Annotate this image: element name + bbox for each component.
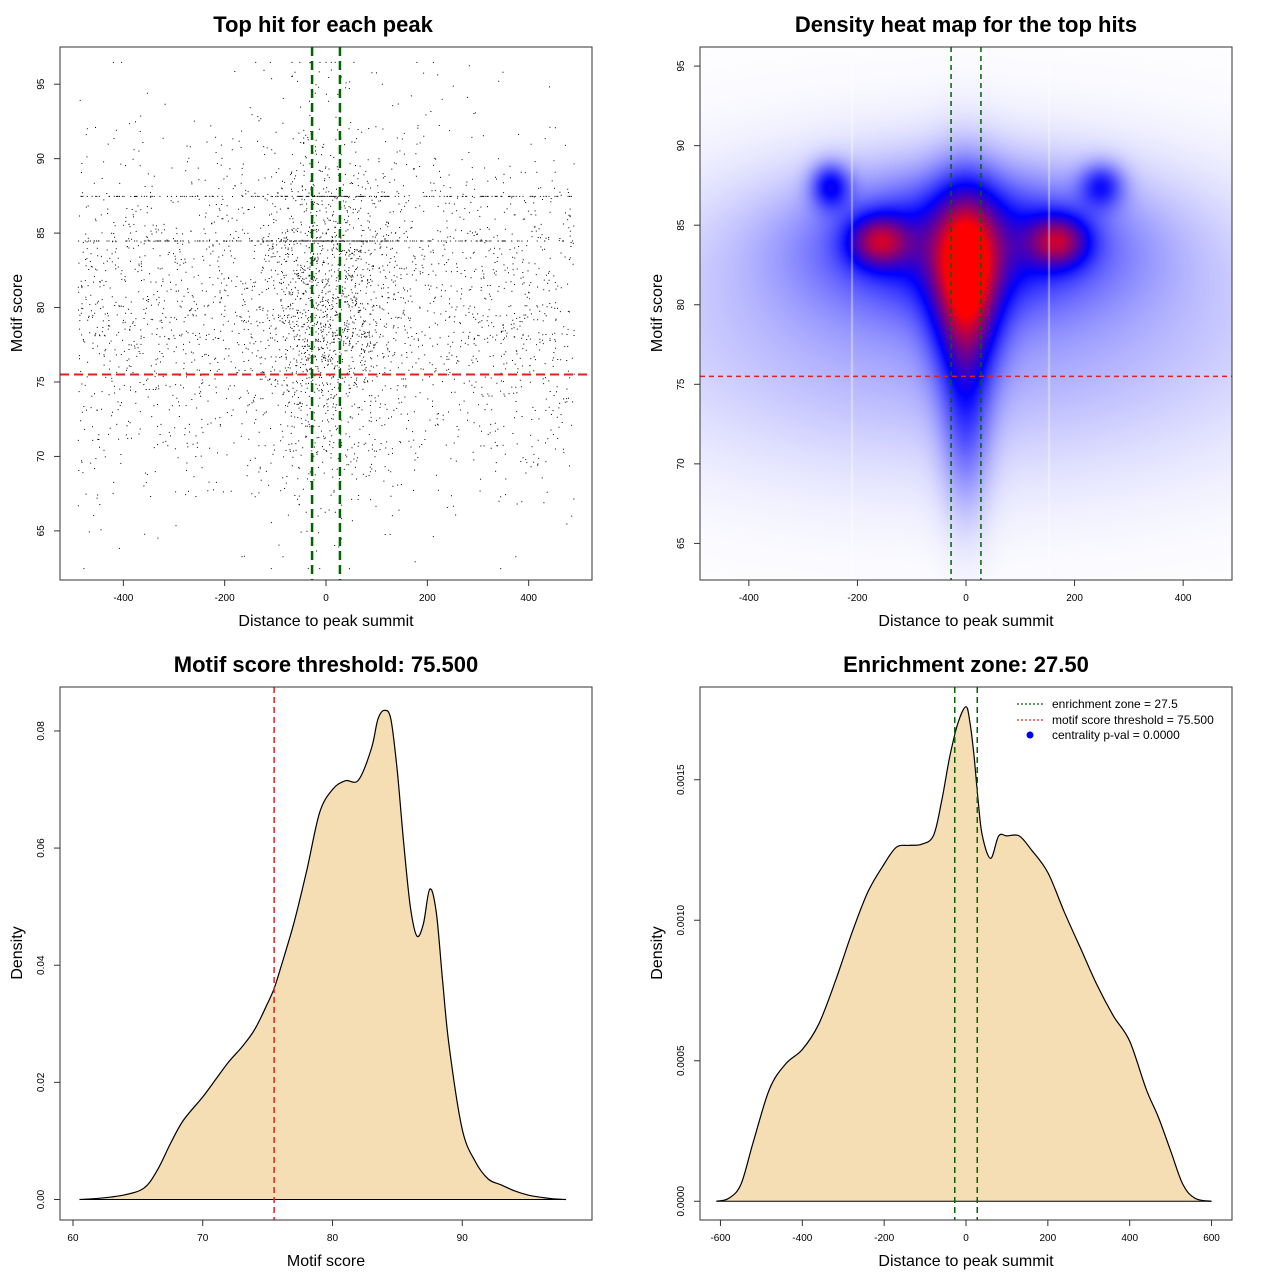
scatter-x-label: Distance to peak summit: [238, 613, 414, 630]
x-tick-label: 400: [1175, 593, 1192, 604]
y-tick-label: 65: [676, 537, 687, 549]
x-tick-label: -600: [710, 1233, 730, 1244]
heatmap-x-axis: -400 -200 0 200 400: [739, 579, 1192, 604]
distance-density-reference-lines: [716, 687, 1212, 1220]
panel-heatmap: Density heat map for the top hits -400 -2…: [649, 12, 1233, 630]
x-tick-label: -400: [113, 593, 133, 604]
distance-density-curve: [716, 706, 1212, 1202]
y-tick-label: 95: [36, 78, 47, 90]
heatmap-density-surface: [700, 47, 1232, 580]
x-tick-label: 0: [963, 593, 969, 604]
scatter-title: Top hit for each peak: [213, 12, 433, 37]
heatmap-y-axis: 65 70 75 80 85 90 95: [676, 60, 701, 549]
y-tick-label: 0.04: [36, 955, 47, 975]
panel-scatter: Top hit for each peak -400 -200 0 200 400 65…: [9, 12, 593, 630]
x-tick-label: -400: [792, 1233, 812, 1244]
x-tick-label: -200: [874, 1233, 894, 1244]
panel-distance-density: Enrichment zone: 27.50 -600 -400 -200 0 200 4…: [649, 652, 1233, 1270]
heatmap-y-label: Motif score: [649, 274, 666, 352]
score-density-title: Motif score threshold: 75.500: [174, 652, 478, 677]
legend-pval-marker: [1026, 731, 1034, 739]
y-tick-label: 70: [676, 458, 687, 470]
score-density-curve: [79, 709, 567, 1201]
x-tick-label: 400: [520, 593, 537, 604]
score-density-x-label: Motif score: [287, 1253, 365, 1270]
y-tick-label: 95: [676, 60, 687, 72]
y-tick-label: 0.0000: [676, 1186, 687, 1217]
score-density-y-axis: 0.00 0.02 0.04 0.06 0.08: [36, 721, 61, 1209]
x-tick-label: 0: [323, 593, 329, 604]
y-tick-label: 80: [676, 299, 687, 311]
heatmap-reference-lines: [700, 47, 1232, 580]
distance-density-y-label: Density: [649, 926, 666, 979]
score-density-area: [79, 710, 566, 1200]
y-tick-label: 0.00: [36, 1189, 47, 1209]
scatter-point-cloud: [77, 61, 575, 570]
y-tick-label: 90: [36, 153, 47, 165]
score-density-x-axis: 60 70 80 90: [67, 1219, 469, 1244]
y-tick-label: 0.08: [36, 721, 47, 741]
x-tick-label: 60: [67, 1233, 79, 1244]
x-tick-label: -200: [847, 593, 867, 604]
legend-threshold-label: motif score threshold = 75.500: [1052, 713, 1214, 727]
x-tick-label: 70: [197, 1233, 209, 1244]
score-density-reference-lines: [79, 687, 567, 1220]
y-tick-label: 80: [36, 302, 47, 314]
y-tick-label: 0.0015: [676, 764, 687, 795]
distance-density-title: Enrichment zone: 27.50: [843, 652, 1089, 677]
scatter-x-axis: -400 -200 0 200 400: [113, 579, 537, 604]
y-tick-label: 65: [36, 525, 47, 537]
x-tick-label: 400: [1121, 1233, 1138, 1244]
distance-density-area: [716, 706, 1212, 1202]
x-tick-label: 0: [963, 1233, 969, 1244]
distance-density-y-axis: 0.0000 0.0005 0.0010 0.0015: [676, 764, 701, 1217]
x-tick-label: 200: [1066, 593, 1083, 604]
x-tick-label: 200: [1040, 1233, 1057, 1244]
y-tick-label: 0.0005: [676, 1045, 687, 1076]
x-tick-label: 600: [1203, 1233, 1220, 1244]
y-tick-label: 90: [676, 140, 687, 152]
scatter-y-label: Motif score: [9, 274, 26, 352]
legend-zone-label: enrichment zone = 27.5: [1052, 697, 1178, 711]
x-tick-label: -400: [739, 593, 759, 604]
heatmap-x-label: Distance to peak summit: [878, 613, 1054, 630]
panel-score-density: Motif score threshold: 75.500 60 70 80 90 0…: [9, 652, 593, 1270]
x-tick-label: -200: [215, 593, 235, 604]
y-tick-label: 75: [36, 376, 47, 388]
y-tick-label: 70: [36, 450, 47, 462]
scatter-reference-lines: [60, 47, 592, 580]
x-tick-label: 80: [327, 1233, 339, 1244]
scatter-points: [77, 61, 575, 570]
y-tick-label: 85: [36, 227, 47, 239]
legend: enrichment zone = 27.5 motif score thres…: [1017, 697, 1214, 742]
x-tick-label: 200: [419, 593, 436, 604]
scatter-y-axis: 65 70 75 80 85 90 95: [36, 78, 61, 537]
legend-pval-label: centrality p-val = 0.0000: [1052, 728, 1180, 742]
y-tick-label: 75: [676, 378, 687, 390]
y-tick-label: 0.02: [36, 1072, 47, 1092]
heatmap-canvas-holder: [700, 47, 1232, 580]
x-tick-label: 90: [457, 1233, 469, 1244]
distance-density-x-axis: -600 -400 -200 0 200 400 600: [710, 1219, 1220, 1244]
scatter-plot-frame: [59, 46, 593, 581]
y-tick-label: 85: [676, 219, 687, 231]
distance-density-x-label: Distance to peak summit: [878, 1253, 1054, 1270]
heatmap-title: Density heat map for the top hits: [795, 12, 1137, 37]
y-tick-label: 0.06: [36, 838, 47, 858]
score-density-y-label: Density: [9, 926, 26, 979]
y-tick-label: 0.0010: [676, 905, 687, 936]
